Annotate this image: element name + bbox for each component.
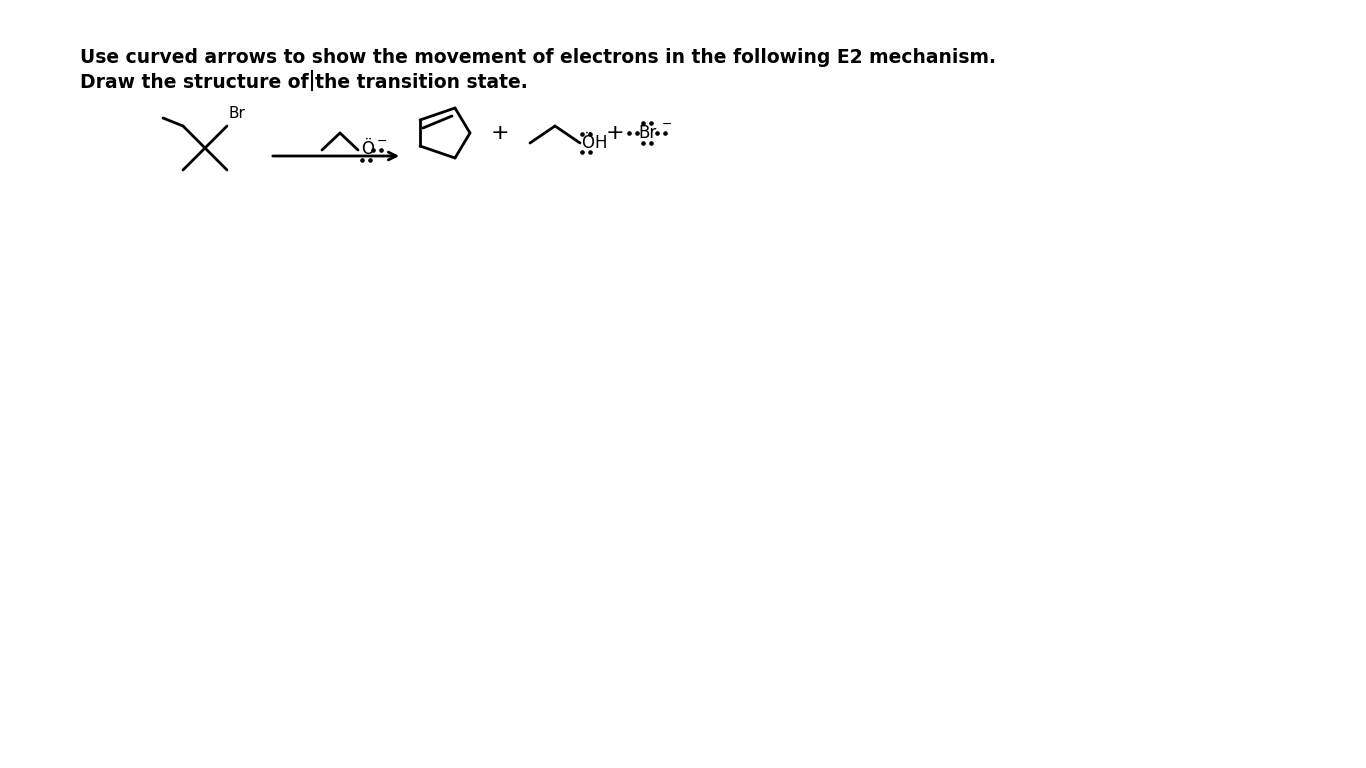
Text: Draw the structure of the transition state.: Draw the structure of the transition sta… — [81, 73, 527, 92]
Text: Br: Br — [638, 124, 656, 142]
Text: Use curved arrows to show the movement of electrons in the following E2 mechanis: Use curved arrows to show the movement o… — [81, 48, 996, 67]
Text: −: − — [663, 118, 672, 131]
Text: H: H — [594, 134, 607, 152]
Text: +: + — [490, 123, 510, 143]
Text: Br: Br — [229, 106, 246, 121]
Text: Ö: Ö — [361, 140, 374, 158]
Text: +: + — [605, 123, 624, 143]
Text: Ö: Ö — [581, 134, 594, 152]
Text: −: − — [377, 134, 388, 147]
